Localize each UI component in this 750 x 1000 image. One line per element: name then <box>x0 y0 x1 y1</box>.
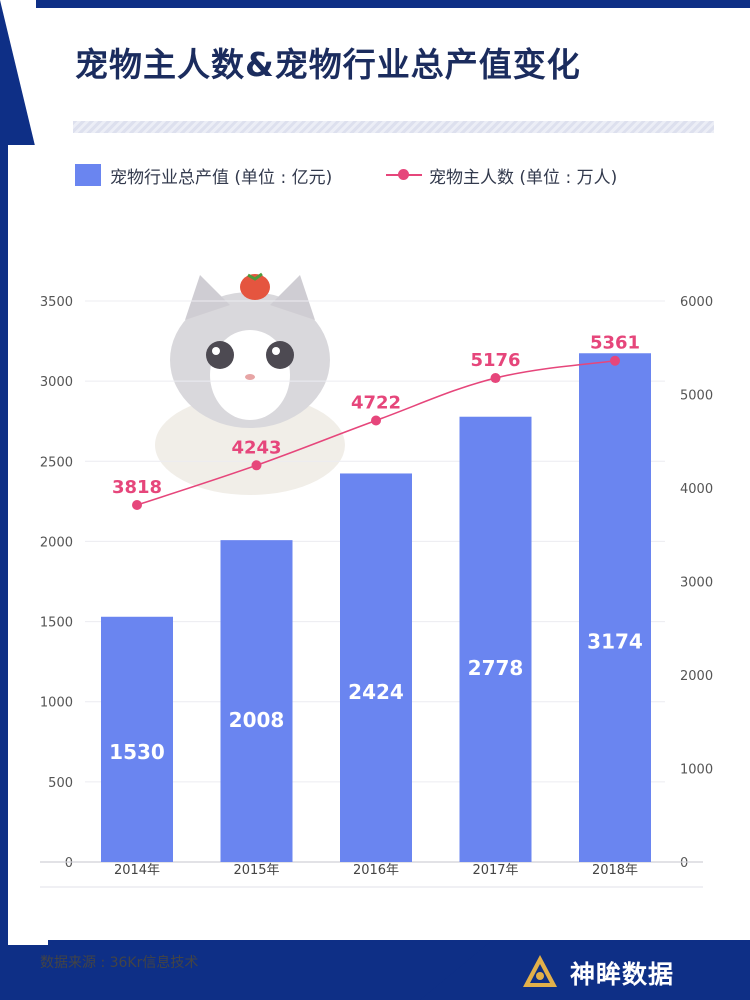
y-left-tick-label: 500 <box>48 776 73 791</box>
y-right-tick-label: 6000 <box>680 295 713 310</box>
y-left-tick-label: 2000 <box>40 535 73 550</box>
line-value-label: 5176 <box>470 350 520 371</box>
bar-value-label: 1530 <box>109 740 165 764</box>
data-source: 数据来源 : 36Kr信息技术 <box>40 955 199 971</box>
bar <box>340 473 412 862</box>
line-point <box>371 415 381 426</box>
x-tick-label: 2016年 <box>353 863 399 878</box>
y-left-tick-label: 3000 <box>40 375 73 390</box>
x-tick-label: 2015年 <box>233 863 279 878</box>
line-value-label: 3818 <box>112 477 162 498</box>
bar <box>220 540 293 862</box>
legend-line-label: 宠物主人数 (单位 : 万人) <box>429 168 618 188</box>
brand-name: 神眸数据 <box>570 960 675 989</box>
y-right-tick-label: 0 <box>680 856 688 871</box>
y-left-tick-label: 3500 <box>40 295 73 310</box>
x-tick-label: 2018年 <box>592 863 638 878</box>
legend-bar-swatch <box>75 164 101 186</box>
legend-line-marker <box>398 169 409 180</box>
card-left-edge <box>8 145 48 945</box>
y-left-tick-label: 1000 <box>40 696 73 711</box>
page-title: 宠物主人数&宠物行业总产值变化 <box>75 45 581 84</box>
bar-value-label: 2778 <box>468 656 524 680</box>
bar <box>459 416 532 862</box>
legend-bar-label: 宠物行业总产值 (单位 : 亿元) <box>110 168 333 188</box>
y-left-tick-label: 2500 <box>40 455 73 470</box>
line-value-label: 4722 <box>351 392 401 413</box>
bar-value-label: 3174 <box>587 629 643 653</box>
y-right-tick-label: 2000 <box>680 669 713 684</box>
line-point <box>490 373 501 384</box>
line-point <box>251 460 262 471</box>
bar-value-label: 2424 <box>348 680 404 704</box>
y-left-tick-label: 1500 <box>40 616 73 631</box>
y-right-tick-label: 1000 <box>680 763 713 778</box>
line-value-label: 5361 <box>590 333 640 354</box>
title-divider <box>73 121 714 133</box>
bar-value-label: 2008 <box>229 708 285 732</box>
y-right-tick-label: 3000 <box>680 576 713 591</box>
y-right-tick-label: 5000 <box>680 389 713 404</box>
bar <box>101 616 173 862</box>
x-tick-label: 2017年 <box>472 863 518 878</box>
brand-logo-icon <box>523 955 557 987</box>
line-point <box>132 500 142 511</box>
bar <box>579 353 651 862</box>
line-value-label: 4243 <box>231 437 281 458</box>
y-left-tick-label: 0 <box>65 856 73 871</box>
line-point <box>610 355 620 366</box>
y-right-tick-label: 4000 <box>680 482 713 497</box>
cat-illustration <box>155 272 345 495</box>
x-tick-label: 2014年 <box>114 863 160 878</box>
